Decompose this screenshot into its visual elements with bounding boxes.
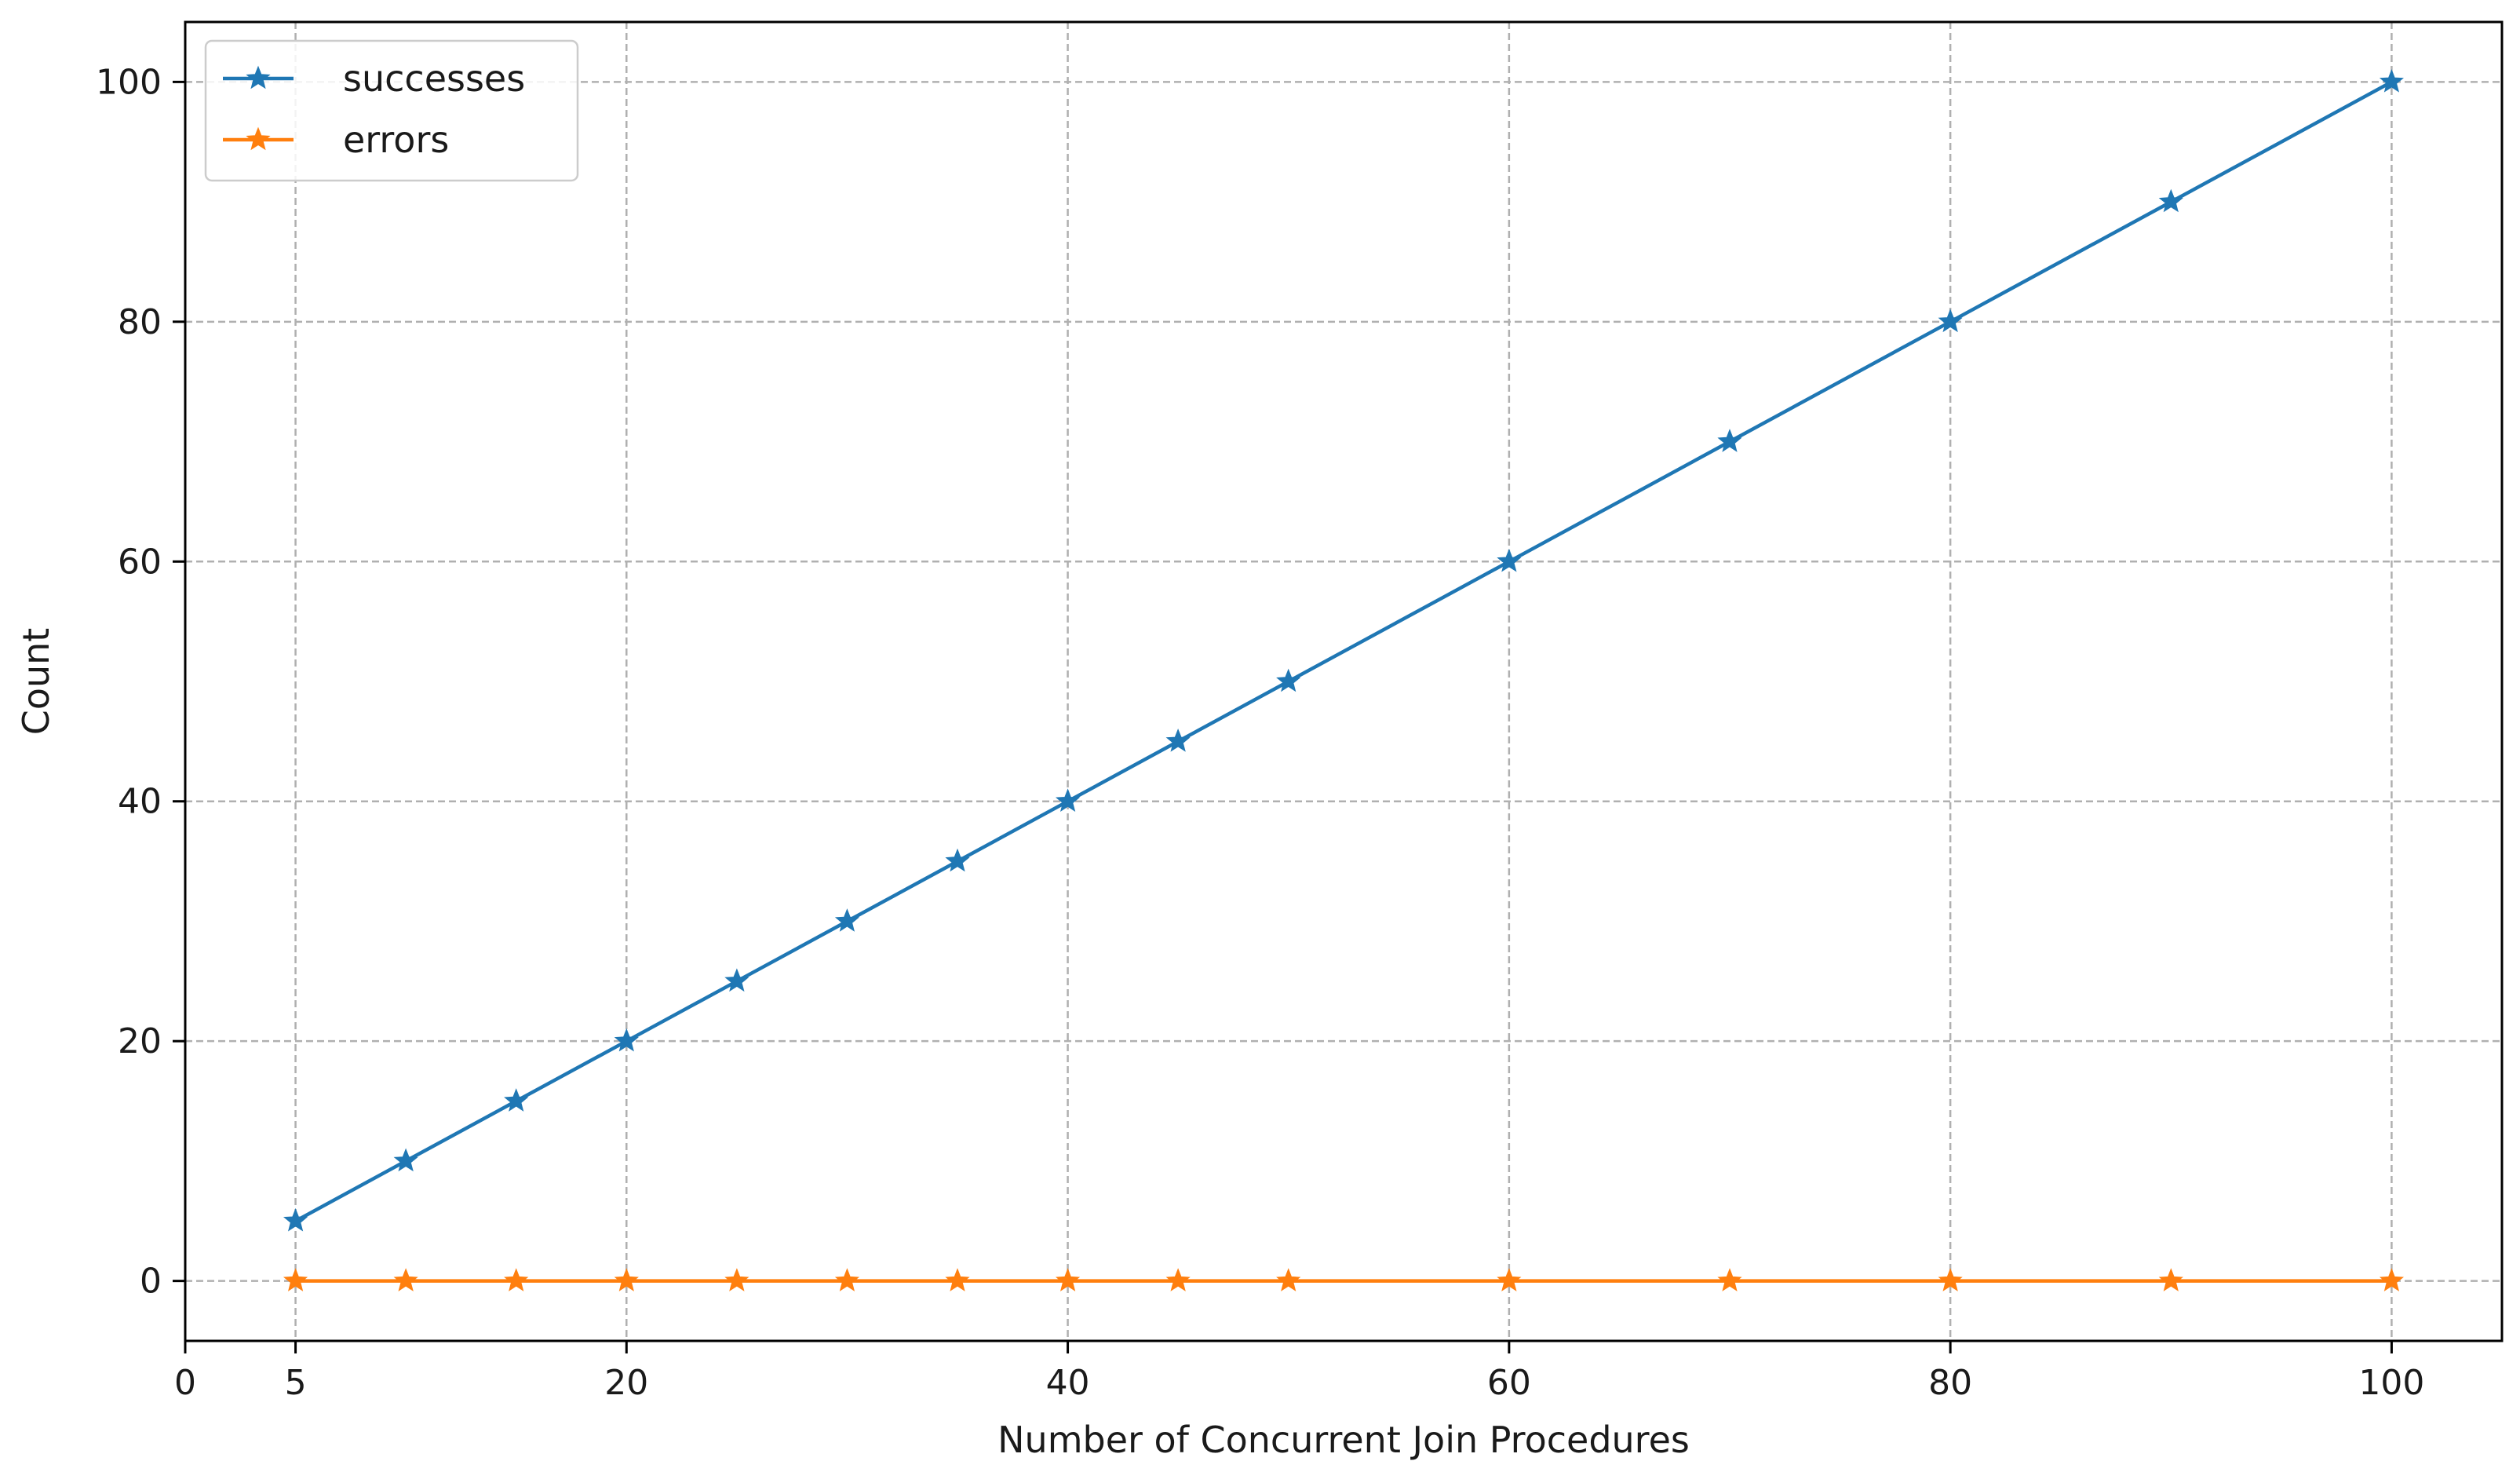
- data-point-errors: [724, 1268, 749, 1291]
- legend-label-errors: errors: [343, 119, 449, 161]
- data-point-successes: [393, 1148, 418, 1172]
- data-point-successes: [1276, 668, 1301, 692]
- data-point-errors: [1497, 1268, 1522, 1291]
- data-point-errors: [2379, 1268, 2405, 1291]
- data-point-errors: [1276, 1268, 1301, 1291]
- data-point-errors: [1055, 1268, 1081, 1291]
- data-point-successes: [614, 1028, 639, 1052]
- x-axis-label: Number of Concurrent Join Procedures: [997, 1419, 1690, 1461]
- legend-label-successes: successes: [343, 57, 525, 100]
- data-point-errors: [834, 1268, 860, 1291]
- plot-frame: [184, 20, 2504, 1342]
- data-point-successes: [1938, 309, 1963, 333]
- data-point-successes: [1497, 548, 1522, 572]
- grid-lines: [185, 22, 2502, 1341]
- plot-series: [283, 69, 2405, 1291]
- data-point-successes: [504, 1088, 529, 1112]
- y-tick-label: 0: [140, 1262, 162, 1302]
- data-point-errors: [283, 1268, 308, 1291]
- x-tick-label: 60: [1487, 1363, 1531, 1403]
- y-tick-label: 100: [96, 62, 162, 102]
- data-point-successes: [834, 908, 860, 932]
- y-tick-label: 40: [118, 782, 162, 822]
- y-axis-label: Count: [15, 628, 57, 736]
- x-tick-label: 0: [174, 1363, 196, 1403]
- data-point-errors: [614, 1268, 639, 1291]
- x-tick-label: 40: [1046, 1363, 1090, 1403]
- data-point-errors: [1938, 1268, 1963, 1291]
- legend-marker-successes: [246, 65, 271, 89]
- x-tick-label: 20: [604, 1363, 648, 1403]
- data-point-successes: [1717, 429, 1742, 452]
- legend-box: [204, 39, 579, 182]
- series-line-successes: [294, 80, 2393, 1223]
- data-point-errors: [1717, 1268, 1742, 1291]
- data-point-successes: [283, 1207, 308, 1232]
- x-tick-label: 80: [1928, 1363, 1972, 1403]
- y-tick-label: 60: [118, 542, 162, 582]
- axis-ticks: 0 5 20 40 60 80 100 0 20 40 60 80 100: [96, 62, 2424, 1403]
- legend: successes errors: [204, 39, 579, 182]
- data-point-successes: [2158, 188, 2183, 213]
- data-point-errors: [2158, 1268, 2183, 1291]
- data-point-errors: [945, 1268, 970, 1291]
- data-point-successes: [1055, 788, 1081, 813]
- data-point-successes: [2379, 69, 2405, 93]
- y-tick-label: 20: [118, 1021, 162, 1061]
- data-point-successes: [724, 968, 749, 992]
- x-tick-label: 100: [2358, 1363, 2424, 1403]
- data-point-errors: [504, 1268, 529, 1291]
- data-point-errors: [393, 1268, 418, 1291]
- legend-marker-errors: [246, 126, 271, 151]
- data-point-successes: [945, 848, 970, 872]
- x-tick-label: 5: [285, 1363, 307, 1403]
- y-tick-label: 80: [118, 302, 162, 342]
- data-point-successes: [1165, 729, 1191, 752]
- data-point-errors: [1165, 1268, 1191, 1291]
